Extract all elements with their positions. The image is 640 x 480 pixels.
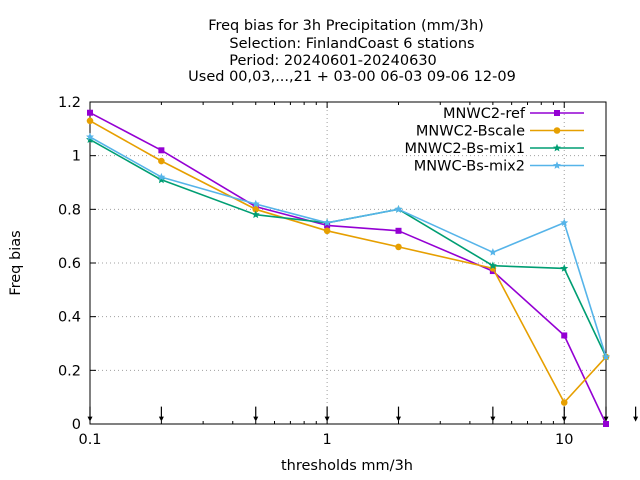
data-point: [553, 143, 561, 152]
title-line-4: Used 00,03,...,21 + 03-00 06-03 09-06 12…: [188, 69, 516, 85]
grid: [89, 102, 606, 424]
legend-label: MNWC2-ref: [443, 106, 526, 122]
y-tick-label: 0.2: [58, 363, 81, 379]
data-point: [158, 157, 165, 165]
data-point: [560, 264, 569, 272]
y-axis-ticks: 0 0.2 0.4 0.6 0.8 1 1.2: [58, 95, 606, 433]
legend-label: MNWC2-Bs-mix1: [405, 141, 525, 157]
data-point: [323, 218, 332, 227]
series-line: [89, 111, 607, 425]
series: [86, 109, 610, 427]
legend-entry: MNWC2-Bscale: [416, 124, 584, 140]
series-mnwc-bs-mix2: [86, 132, 610, 361]
series-line: [89, 138, 607, 358]
data-point: [603, 421, 609, 427]
title-line-2: Selection: FinlandCoast 6 stations: [229, 36, 474, 52]
legend-entry: MNWC2-Bs-mix1: [405, 141, 584, 157]
threshold-arrow: [324, 406, 330, 422]
data-point: [157, 175, 166, 184]
chart-title: Freq bias for 3h Precipitation (mm/3h) S…: [188, 18, 516, 85]
data-point: [553, 161, 561, 169]
threshold-arrow: [633, 406, 639, 422]
data-point: [251, 210, 260, 219]
threshold-markers: [87, 406, 639, 422]
threshold-arrow: [490, 406, 496, 422]
data-point: [252, 206, 260, 213]
data-point: [560, 218, 569, 227]
x-axis-ticks: 0.1 1 10: [78, 102, 573, 448]
series-mnwc2-bs-mix1: [86, 135, 610, 361]
y-tick-label: 0.6: [58, 256, 81, 272]
data-point: [488, 261, 497, 270]
y-tick-label: 1.2: [58, 95, 81, 111]
series-mnwc2-bscale: [86, 117, 610, 406]
legend-label: MNWC-Bs-mix2: [414, 159, 525, 175]
data-point: [488, 248, 497, 256]
legend-entry: MNWC2-ref: [443, 106, 584, 122]
data-point: [395, 227, 402, 234]
threshold-arrow: [158, 406, 164, 422]
y-tick-label: 1: [72, 149, 81, 165]
data-point: [560, 399, 568, 406]
data-point: [86, 117, 94, 125]
x-tick-label: 0.1: [78, 432, 101, 448]
legend-label: MNWC2-Bscale: [416, 124, 525, 140]
data-point: [561, 332, 568, 339]
data-point: [86, 132, 94, 141]
data-point: [158, 147, 165, 154]
plot-frame: [89, 101, 607, 425]
y-axis-label: Freq bias: [8, 230, 24, 295]
data-point: [554, 110, 560, 116]
x-tick-label: 10: [555, 432, 573, 448]
series-line: [89, 136, 607, 358]
threshold-arrow: [253, 406, 259, 422]
x-tick-label: 1: [323, 432, 332, 448]
series-mnwc2-ref: [87, 109, 609, 427]
data-point: [394, 205, 403, 213]
threshold-arrow: [87, 406, 93, 422]
data-point: [553, 127, 561, 134]
data-point: [87, 109, 93, 116]
data-point: [86, 135, 94, 143]
threshold-arrow: [561, 406, 567, 422]
x-axis-label: thresholds mm/3h: [281, 458, 413, 474]
data-point: [251, 199, 260, 208]
threshold-arrow: [396, 406, 402, 422]
title-line-1: Freq bias for 3h Precipitation (mm/3h): [208, 18, 484, 34]
data-point: [602, 352, 610, 361]
data-point: [324, 222, 331, 229]
series-line: [89, 120, 607, 404]
legend-entry: MNWC-Bs-mix2: [414, 159, 584, 175]
data-point: [395, 243, 402, 251]
y-tick-label: 0: [72, 417, 81, 433]
title-line-3: Period: 20240601-20240630: [229, 53, 437, 69]
data-point: [323, 227, 331, 235]
data-point: [157, 172, 166, 181]
y-tick-label: 0.4: [58, 310, 81, 326]
threshold-arrow: [603, 406, 609, 422]
y-tick-label: 0.8: [58, 202, 81, 218]
